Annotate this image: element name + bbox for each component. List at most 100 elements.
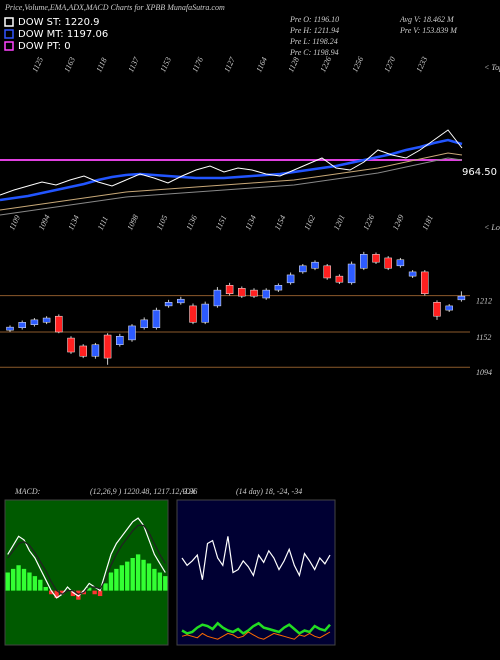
candle-body (189, 305, 197, 323)
candle-body (91, 344, 100, 357)
histogram-bar (49, 590, 54, 595)
legend-swatch (4, 29, 14, 39)
histogram-bar (119, 565, 124, 591)
histogram-bar (21, 568, 27, 591)
histogram-bar (114, 568, 119, 591)
lows-label: < Lows (484, 223, 500, 232)
histogram-bar (157, 572, 163, 591)
candle-body (42, 317, 51, 323)
candle-body (177, 298, 185, 304)
adx-line (181, 536, 331, 580)
candle-body (6, 326, 14, 331)
legend-swatch (4, 17, 14, 27)
candle-body (238, 288, 246, 297)
candle-body (347, 263, 356, 284)
candle-body (164, 302, 173, 307)
histogram-bar (87, 587, 92, 591)
candle-body (79, 345, 87, 357)
candle-body (408, 271, 417, 277)
candle-body (152, 309, 161, 328)
candle-body (201, 303, 209, 323)
histogram-bar (97, 590, 103, 597)
candle-body (116, 336, 124, 345)
candle-body (225, 285, 234, 294)
candle-body (311, 261, 319, 269)
histogram-bar (141, 559, 146, 591)
histogram-bar (32, 576, 38, 591)
histogram-bar (5, 572, 10, 591)
histogram-bar (70, 590, 76, 597)
candle-body (262, 289, 270, 299)
histogram-bar (59, 590, 65, 595)
histogram-bar (16, 565, 21, 591)
panel-background (4, 499, 169, 646)
panel-label: ADX (179, 487, 197, 496)
tops-label: < Tops (484, 63, 500, 72)
candle-body (103, 334, 112, 359)
candle-body (18, 322, 26, 328)
histogram-bar (27, 572, 32, 591)
histogram-bar (135, 554, 141, 591)
candle-body (286, 274, 295, 284)
histogram-bar (38, 579, 43, 591)
candle-body (384, 257, 392, 269)
candle-body (360, 254, 368, 269)
legend-label: DOW ST: 1220.9 (18, 17, 100, 28)
stat-text: Pre L: 1198.24 (289, 37, 338, 46)
candle-body (213, 289, 222, 307)
legend-label: DOW PT: 0 (18, 41, 71, 52)
stat-text: Pre O: 1196.10 (289, 15, 339, 24)
indicator-line (0, 129, 463, 196)
indicator-line (0, 152, 463, 211)
histogram-bar (125, 561, 130, 591)
histogram-bar (92, 590, 97, 595)
y-tick-label: 1212 (476, 296, 492, 305)
histogram-bar (103, 583, 108, 591)
y-tick-label: 1152 (476, 333, 491, 342)
page-title: Price,Volume,EMA,ADX,MACD Charts for XPB… (4, 3, 225, 12)
panel-params: (12,26,9 ) 1220.48, 1217.12, 3.36 (90, 487, 197, 496)
histogram-bar (43, 587, 48, 591)
stat-text: Pre V: 153.839 M (399, 26, 458, 35)
adx-line (181, 631, 331, 640)
histogram-bar (163, 576, 168, 591)
candle-body (421, 271, 429, 294)
candle-body (335, 275, 344, 283)
candle-body (433, 302, 441, 317)
candle-body (274, 285, 283, 291)
stat-text: Pre H: 1211.94 (289, 26, 339, 35)
candle-body (128, 325, 136, 341)
legend-label: DOW MT: 1197.06 (18, 29, 108, 40)
candle-body (140, 319, 148, 329)
stat-text: Avg V: 18.462 M (399, 15, 455, 24)
adx-line (181, 621, 331, 635)
candle-body (250, 289, 258, 297)
histogram-bar (152, 568, 157, 591)
candle-body (396, 259, 405, 267)
candle-body (323, 265, 331, 279)
candle-body (67, 337, 75, 353)
histogram-bar (108, 572, 114, 591)
candle-body (55, 315, 63, 333)
histogram-bar (146, 563, 152, 591)
histogram-bar (76, 590, 81, 600)
histogram-bar (10, 568, 16, 591)
candle-body (445, 305, 453, 311)
level-annotation: 964.50 (462, 167, 497, 178)
candle-body (299, 265, 307, 273)
histogram-bar (54, 590, 59, 598)
y-tick-label: 1094 (476, 368, 492, 377)
candle-body (372, 254, 380, 263)
macd-line (7, 524, 166, 596)
legend-swatch (4, 41, 14, 51)
candle-body (30, 319, 39, 325)
macd-line (7, 517, 166, 599)
panel-params: (14 day) 18, -24, -34 (236, 487, 302, 496)
indicator-line (0, 138, 463, 202)
histogram-bar (130, 558, 135, 591)
stat-text: Pre C: 1198.94 (289, 48, 339, 57)
panel-label: MACD: (14, 487, 41, 496)
indicator-line (0, 157, 463, 216)
candle-body (457, 295, 466, 301)
